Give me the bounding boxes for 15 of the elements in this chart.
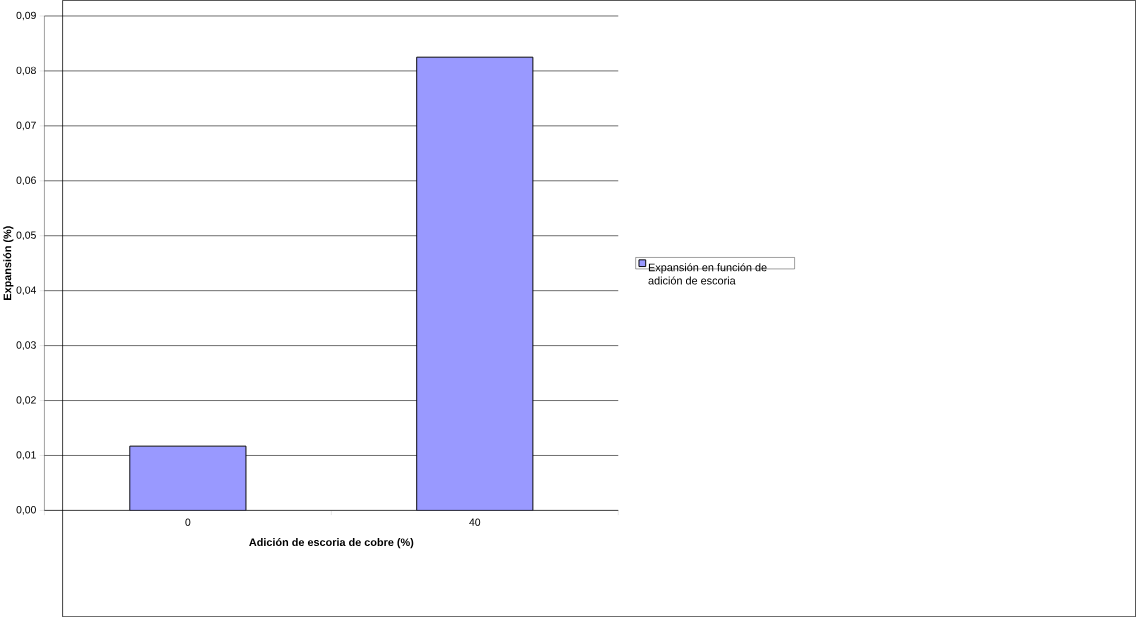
y-tick-label: 0,00 (16, 506, 36, 515)
y-axis-title: Expansión (%) (3, 226, 14, 300)
x-tick-label: 40 (469, 518, 481, 526)
y-tick-label: 0,04 (16, 286, 37, 295)
y-tick-label: 0,06 (16, 176, 36, 186)
y-tick-label: 0,07 (16, 121, 36, 131)
y-tick-label: 0,01 (16, 451, 36, 460)
x-axis-title: Adición de escoria de cobre (%) (249, 537, 414, 549)
y-tick-label: 0,09 (16, 11, 36, 21)
y-tick-label: 0,08 (16, 66, 36, 76)
y-tick-label: 0,03 (16, 341, 36, 350)
legend-label: Expansión en función de adición de escoria (648, 263, 767, 285)
y-tick-label: 0,02 (16, 396, 36, 405)
x-tick-label: 0 (185, 518, 191, 526)
y-tick-label: 0,05 (16, 231, 36, 240)
